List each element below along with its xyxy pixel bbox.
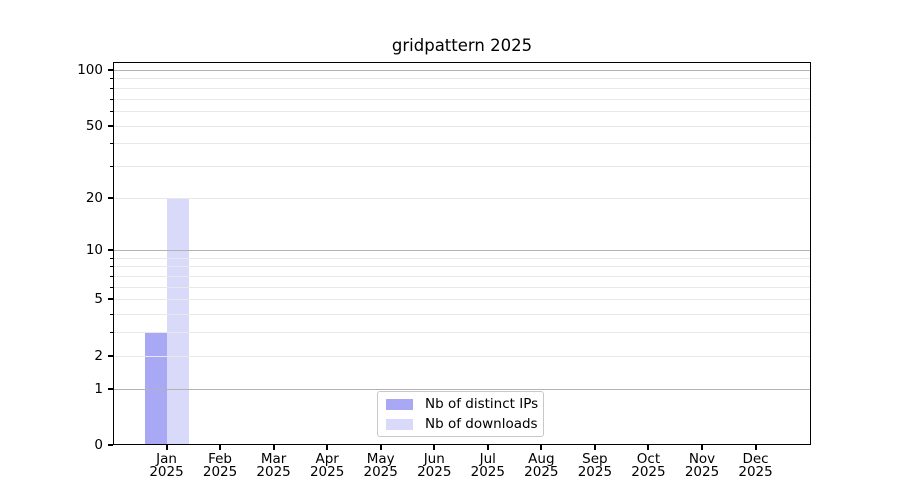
x-tick-label: Apr 2025 [309,451,345,480]
y-tick-label: 1 [94,380,103,397]
gridline-minor [113,314,811,316]
y-tick-label: 2 [94,347,103,364]
y-tick [108,124,113,127]
x-tick [272,445,275,450]
y-tick-label: 50 [85,117,103,134]
legend: Nb of distinct IPs Nb of downloads [377,391,544,437]
x-tick [701,445,703,450]
y-tick-minor [110,314,113,316]
y-tick-minor [110,78,113,80]
x-tick [379,445,382,450]
legend-item: Nb of downloads [378,416,543,432]
gridline-major [113,70,811,71]
bar-nb-of-downloads-jan [166,197,189,445]
gridline-minor [113,332,811,334]
x-tick [219,445,222,450]
y-tick-label: 5 [94,291,103,308]
y-tick-minor [110,87,113,89]
chart-title: gridpattern 2025 [391,36,533,55]
plot-area: 0 1 2 5 10 20 50 100 Jan 2025 Feb 2025 Mar 2025 Apr 202… [77,62,811,479]
x-tick-label: Dec 2025 [738,451,773,480]
y-tick-label: 100 [77,62,103,78]
gridline-minor [113,355,811,357]
x-tick-label: Sep 2025 [577,451,613,480]
x-tick [326,445,329,450]
x-tick-label: Jan 2025 [149,451,184,480]
y-tick-label: 0 [94,437,103,453]
y-tick-label: 20 [85,189,103,206]
y-tick-minor [110,165,113,167]
gridline-minor [113,165,811,167]
legend-label: Nb of downloads [425,416,538,432]
y-tick [108,387,113,390]
y-tick-label: 10 [85,242,103,259]
x-tick-label: May 2025 [363,451,398,480]
x-tick [486,445,489,450]
gridline-major [113,250,811,252]
y-tick-minor [110,257,113,259]
gridline-minor [113,125,811,127]
x-tick-label: Nov 2025 [684,451,720,480]
legend-swatch [386,418,413,430]
y-tick-minor [110,143,113,145]
x-tick-label: Oct 2025 [631,451,666,480]
y-tick-minor [110,276,113,278]
y-tick-minor [110,266,113,268]
x-tick [165,445,168,450]
gridline-minor [113,197,811,199]
x-tick-label: Jun 2025 [417,451,452,480]
y-tick [108,69,113,71]
y-tick [108,196,113,199]
gridline-minor [113,87,811,89]
x-tick [647,445,650,450]
gridline-minor [113,257,811,259]
y-tick [108,354,113,357]
y-tick [108,298,113,301]
x-tick [433,445,436,450]
axes-frame [113,62,811,445]
gridline-minor [113,299,811,301]
y-tick [108,444,113,446]
gridline-minor [113,286,811,288]
x-tick [754,445,757,450]
legend-label: Nb of distinct IPs [425,396,539,412]
gridline-minor [113,98,811,100]
gridline-minor [113,266,811,268]
gridline-major [113,388,811,390]
legend-item: Nb of distinct IPs [378,396,543,412]
y-tick-minor [110,98,113,100]
bar-nb-of-distinct-ips-jan [144,332,167,445]
y-tick-minor [110,110,113,112]
y-tick-minor [110,286,113,288]
gridline-minor [113,276,811,278]
x-tick-label: Aug 2025 [524,451,559,480]
legend-swatch [386,398,413,410]
x-tick [593,445,596,450]
gridline-minor [113,78,811,80]
y-tick-minor [110,332,113,334]
y-tick [108,249,113,252]
gridline-minor [113,110,811,112]
x-tick-label: Jul 2025 [470,451,505,480]
x-tick-label: Mar 2025 [256,451,291,480]
gridline-minor [113,143,811,145]
x-tick [540,445,543,450]
x-tick-label: Feb 2025 [202,451,238,480]
